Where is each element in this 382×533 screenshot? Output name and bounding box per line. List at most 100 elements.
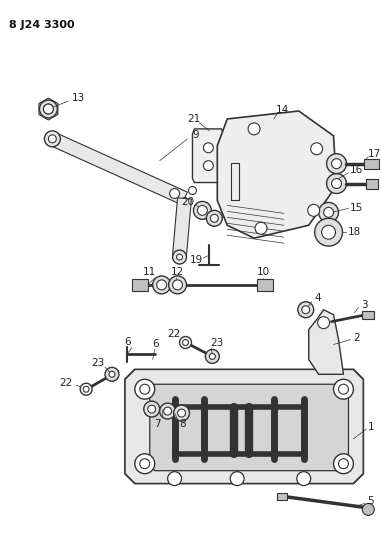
Text: 17: 17 xyxy=(367,149,381,159)
Circle shape xyxy=(39,100,57,118)
Text: 23: 23 xyxy=(211,337,224,348)
Circle shape xyxy=(170,189,180,198)
Text: 22: 22 xyxy=(60,378,73,388)
Text: 12: 12 xyxy=(171,267,184,277)
Circle shape xyxy=(324,207,333,217)
Circle shape xyxy=(44,131,60,147)
Text: 6: 6 xyxy=(152,338,159,349)
FancyBboxPatch shape xyxy=(257,279,273,291)
Text: 2: 2 xyxy=(353,333,360,343)
Text: 14: 14 xyxy=(276,105,290,115)
Circle shape xyxy=(255,222,267,234)
Text: 21: 21 xyxy=(187,114,200,124)
Circle shape xyxy=(248,123,260,135)
Circle shape xyxy=(153,276,171,294)
Circle shape xyxy=(180,336,191,349)
Circle shape xyxy=(210,214,218,222)
Circle shape xyxy=(297,472,311,486)
Polygon shape xyxy=(217,111,337,238)
Text: 3: 3 xyxy=(361,300,367,310)
Text: 13: 13 xyxy=(71,93,85,103)
FancyBboxPatch shape xyxy=(364,159,379,168)
Circle shape xyxy=(315,219,343,246)
Text: 11: 11 xyxy=(143,267,156,277)
Circle shape xyxy=(318,317,330,329)
Circle shape xyxy=(44,104,53,114)
Circle shape xyxy=(109,372,115,377)
Circle shape xyxy=(173,280,183,290)
FancyBboxPatch shape xyxy=(277,492,287,500)
Circle shape xyxy=(206,211,222,227)
Circle shape xyxy=(80,383,92,395)
Polygon shape xyxy=(150,384,348,471)
Circle shape xyxy=(49,135,56,143)
Circle shape xyxy=(308,204,320,216)
FancyBboxPatch shape xyxy=(366,179,378,189)
Circle shape xyxy=(338,459,348,469)
Circle shape xyxy=(135,454,155,474)
Circle shape xyxy=(83,386,89,392)
Text: 10: 10 xyxy=(256,267,270,277)
Circle shape xyxy=(327,174,346,193)
Circle shape xyxy=(44,104,53,114)
Circle shape xyxy=(203,160,213,171)
Circle shape xyxy=(148,405,156,413)
Text: 9: 9 xyxy=(192,130,199,140)
Text: 4: 4 xyxy=(314,293,321,303)
Polygon shape xyxy=(193,129,224,182)
Circle shape xyxy=(322,225,335,239)
Text: 18: 18 xyxy=(348,227,361,237)
Circle shape xyxy=(176,254,183,260)
Circle shape xyxy=(363,504,374,515)
Circle shape xyxy=(333,454,353,474)
Text: 1: 1 xyxy=(368,422,375,432)
Polygon shape xyxy=(39,98,58,120)
Circle shape xyxy=(197,205,207,215)
Text: 19: 19 xyxy=(190,255,203,265)
Circle shape xyxy=(327,154,346,174)
Text: 5: 5 xyxy=(367,497,374,506)
Circle shape xyxy=(173,250,186,264)
Text: 23: 23 xyxy=(91,358,105,368)
Circle shape xyxy=(338,384,348,394)
Circle shape xyxy=(302,306,310,314)
Circle shape xyxy=(140,459,150,469)
FancyBboxPatch shape xyxy=(132,279,148,291)
Text: 22: 22 xyxy=(167,328,180,338)
Text: 8: 8 xyxy=(179,419,186,429)
Circle shape xyxy=(135,379,155,399)
Circle shape xyxy=(188,187,196,195)
Circle shape xyxy=(173,405,189,421)
Text: 16: 16 xyxy=(350,165,363,175)
Circle shape xyxy=(168,472,181,486)
Circle shape xyxy=(160,403,176,419)
Circle shape xyxy=(105,367,119,381)
Circle shape xyxy=(332,159,342,168)
Text: 8 J24 3300: 8 J24 3300 xyxy=(9,20,74,30)
Text: 15: 15 xyxy=(350,204,363,213)
Circle shape xyxy=(193,201,211,219)
Circle shape xyxy=(332,179,342,189)
Circle shape xyxy=(163,407,172,415)
Circle shape xyxy=(230,472,244,486)
Polygon shape xyxy=(125,369,363,483)
Polygon shape xyxy=(309,310,343,374)
Circle shape xyxy=(183,340,188,345)
Text: 20: 20 xyxy=(181,197,194,207)
Polygon shape xyxy=(173,198,191,256)
Circle shape xyxy=(209,353,215,359)
Text: 6: 6 xyxy=(125,336,131,346)
Circle shape xyxy=(333,379,353,399)
Polygon shape xyxy=(50,133,188,205)
Text: 7: 7 xyxy=(154,419,161,429)
Circle shape xyxy=(319,203,338,222)
Circle shape xyxy=(144,401,160,417)
Circle shape xyxy=(311,143,323,155)
Circle shape xyxy=(206,350,219,364)
Circle shape xyxy=(168,276,186,294)
Circle shape xyxy=(140,384,150,394)
Circle shape xyxy=(203,143,213,153)
Circle shape xyxy=(178,409,186,417)
Circle shape xyxy=(298,302,314,318)
FancyBboxPatch shape xyxy=(363,311,374,319)
